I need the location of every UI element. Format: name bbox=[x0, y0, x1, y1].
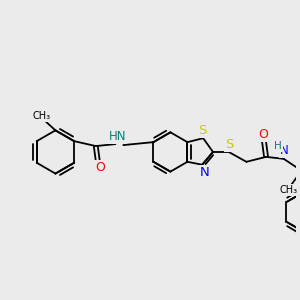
Text: N: N bbox=[280, 143, 289, 157]
Text: CH₃: CH₃ bbox=[280, 185, 298, 195]
Text: CH₃: CH₃ bbox=[33, 111, 51, 121]
Text: N: N bbox=[199, 166, 209, 179]
Text: S: S bbox=[226, 138, 234, 151]
Text: HN: HN bbox=[109, 130, 126, 143]
Text: O: O bbox=[258, 128, 268, 141]
Text: S: S bbox=[198, 124, 206, 137]
Text: O: O bbox=[95, 161, 105, 174]
Text: H: H bbox=[274, 141, 282, 151]
